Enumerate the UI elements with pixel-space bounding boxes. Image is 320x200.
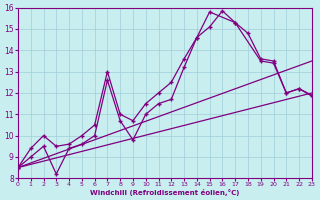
X-axis label: Windchill (Refroidissement éolien,°C): Windchill (Refroidissement éolien,°C) bbox=[90, 189, 240, 196]
